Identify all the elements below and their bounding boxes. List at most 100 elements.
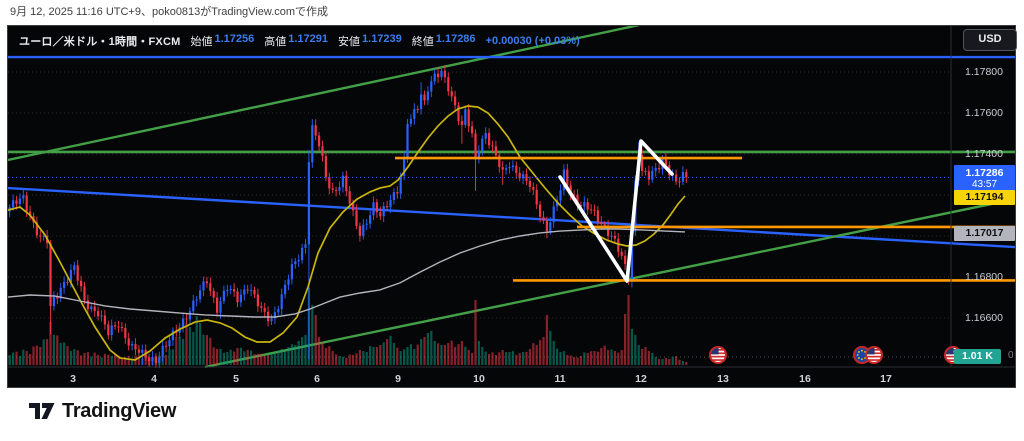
tradingview-logo[interactable]: TradingView bbox=[28, 399, 176, 423]
candle bbox=[321, 146, 324, 157]
candle bbox=[151, 356, 154, 362]
volume-bar bbox=[681, 361, 684, 365]
volume-bar bbox=[549, 331, 552, 365]
volume-bar bbox=[539, 340, 542, 365]
volume-bar bbox=[477, 341, 480, 365]
volume-bar bbox=[222, 353, 225, 365]
volume-bar bbox=[471, 353, 474, 365]
volume-bar bbox=[331, 351, 334, 365]
volume-bar bbox=[195, 316, 198, 365]
volume-bar bbox=[675, 356, 678, 365]
volume-bar bbox=[69, 351, 72, 365]
candle bbox=[29, 211, 32, 217]
volume-bar bbox=[182, 338, 185, 365]
price-chart-canvas[interactable] bbox=[8, 26, 1015, 387]
zigzag-arrow-drawing[interactable] bbox=[558, 139, 674, 283]
candle bbox=[324, 156, 327, 178]
candle bbox=[328, 177, 331, 189]
volume-bar bbox=[97, 355, 100, 365]
candle bbox=[73, 265, 76, 271]
candle bbox=[576, 194, 579, 205]
candle bbox=[233, 289, 236, 292]
volume-bar bbox=[18, 355, 21, 365]
currency-usd-button[interactable]: USD bbox=[963, 29, 1017, 51]
candle bbox=[158, 357, 161, 363]
candle bbox=[107, 324, 110, 336]
volume-bar bbox=[685, 362, 688, 365]
ma-gray-price-label: 1.17017 bbox=[954, 226, 1015, 241]
candle bbox=[280, 294, 283, 310]
volume-bar bbox=[12, 352, 15, 365]
volume-bar bbox=[600, 348, 603, 365]
volume-bar bbox=[522, 352, 525, 365]
candle bbox=[250, 289, 253, 291]
candle bbox=[535, 189, 538, 205]
candle bbox=[185, 318, 188, 320]
candle bbox=[216, 297, 219, 313]
volume-bar bbox=[127, 356, 130, 365]
candle bbox=[161, 345, 164, 358]
volume-bar bbox=[661, 359, 664, 365]
candle bbox=[450, 91, 453, 97]
volume-bar bbox=[284, 350, 287, 365]
volume-bar bbox=[246, 350, 249, 365]
candle bbox=[124, 327, 127, 339]
volume-bar bbox=[83, 353, 86, 365]
volume-bar bbox=[423, 337, 426, 365]
candle bbox=[341, 175, 344, 188]
close-field: 終値 1.17286 bbox=[411, 33, 476, 48]
volume-bar bbox=[212, 347, 215, 365]
ma-slow-gray bbox=[8, 228, 686, 318]
volume-bar bbox=[304, 335, 307, 365]
volume-bar bbox=[613, 351, 616, 365]
candle bbox=[352, 203, 355, 211]
trend-lines bbox=[8, 26, 1015, 369]
volume-bar bbox=[607, 350, 610, 365]
volume-bar bbox=[355, 353, 358, 365]
price-tick: 1.17800 bbox=[965, 66, 1003, 78]
volume-bar bbox=[630, 329, 633, 365]
volume-bar bbox=[110, 356, 113, 365]
ma-yellow-price-label: 1.17194 bbox=[954, 189, 1015, 205]
time-tick: 12 bbox=[635, 373, 647, 385]
volume-bar bbox=[464, 346, 467, 365]
candle bbox=[593, 209, 596, 211]
volume-bar bbox=[93, 352, 96, 365]
volume-bar bbox=[511, 351, 514, 365]
candle bbox=[103, 315, 106, 325]
candle bbox=[488, 132, 491, 146]
candle bbox=[545, 220, 548, 232]
volume-bar bbox=[583, 352, 586, 365]
volume-bar bbox=[42, 339, 45, 365]
volume-bar bbox=[644, 347, 647, 365]
candle bbox=[263, 307, 266, 312]
candle bbox=[457, 105, 460, 122]
volume-bar bbox=[335, 354, 338, 365]
candle bbox=[362, 224, 365, 236]
volume-bars bbox=[8, 288, 688, 365]
candle bbox=[222, 290, 225, 302]
candle bbox=[256, 294, 259, 307]
candle bbox=[15, 200, 18, 204]
time-tick: 11 bbox=[554, 373, 566, 385]
volume-bar bbox=[311, 305, 314, 365]
event-marker[interactable] bbox=[853, 346, 883, 364]
volume-bar bbox=[420, 339, 423, 365]
event-marker[interactable] bbox=[709, 346, 727, 364]
volume-bar bbox=[76, 350, 79, 365]
volume-bar bbox=[131, 358, 134, 365]
candle bbox=[379, 212, 382, 217]
candle bbox=[413, 108, 416, 119]
candle bbox=[443, 70, 446, 78]
candle bbox=[426, 91, 429, 101]
volume-bar bbox=[165, 355, 168, 365]
candle bbox=[532, 186, 535, 190]
high-field: 高値 1.17291 bbox=[264, 33, 329, 48]
volume-bar bbox=[287, 347, 290, 365]
volume-bar bbox=[559, 352, 562, 365]
candle bbox=[454, 96, 457, 106]
economic-event-markers[interactable] bbox=[8, 26, 1015, 387]
volume-bar bbox=[658, 359, 661, 365]
volume-bar bbox=[576, 357, 579, 365]
candle bbox=[202, 281, 205, 291]
